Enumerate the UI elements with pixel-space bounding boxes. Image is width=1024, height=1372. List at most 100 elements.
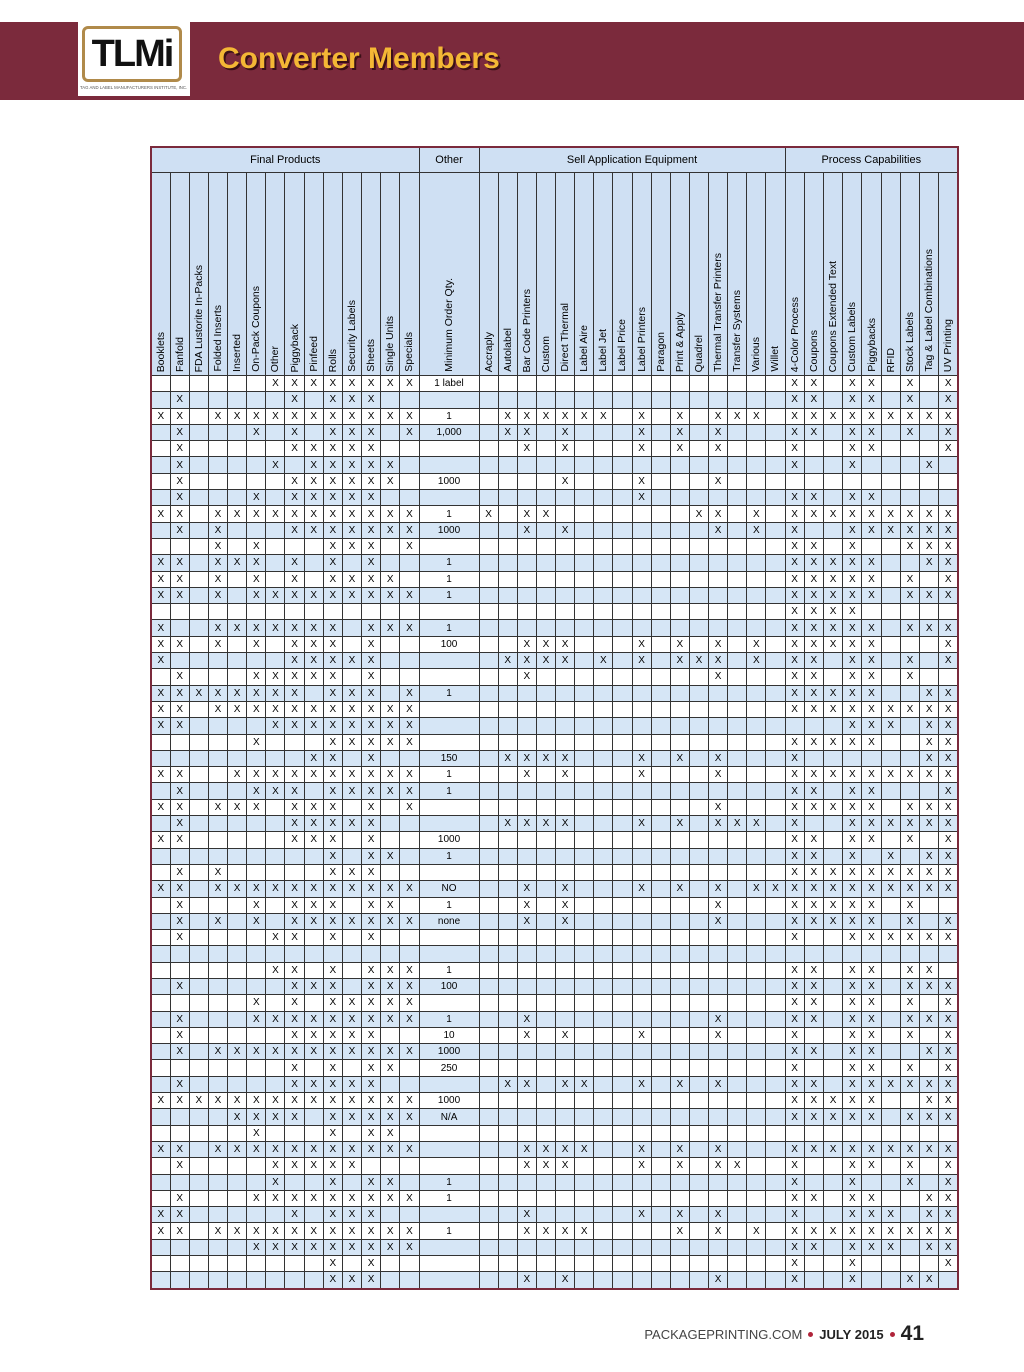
column-label: Label Aire: [578, 325, 591, 372]
empty-cell: [322, 603, 343, 621]
cell: X: [341, 652, 363, 670]
empty-cell: [688, 733, 710, 751]
empty-cell: [227, 733, 248, 751]
empty-cell: [418, 929, 480, 947]
empty-cell: [188, 1157, 209, 1175]
empty-cell: [765, 423, 786, 442]
cell: X: [899, 863, 921, 882]
empty-cell: [708, 717, 729, 735]
cell: X: [169, 700, 190, 719]
cell: X: [341, 1010, 363, 1028]
cell: X: [803, 880, 824, 898]
empty-cell: [535, 717, 557, 735]
empty-cell: [535, 586, 557, 605]
empty-cell: [803, 1157, 824, 1175]
empty-cell: [574, 766, 595, 784]
empty-cell: [669, 668, 690, 686]
cell: X: [399, 505, 420, 523]
empty-cell: [688, 749, 710, 768]
cell: X: [631, 815, 652, 833]
cell: X: [842, 603, 863, 621]
empty-cell: [880, 423, 901, 442]
cell: 1000: [418, 1092, 480, 1110]
empty-cell: [399, 635, 420, 654]
empty-cell: [727, 1222, 748, 1240]
cell: X: [169, 1010, 190, 1028]
empty-cell: [284, 749, 305, 768]
cell: X: [574, 407, 595, 425]
cell: X: [227, 1140, 248, 1159]
empty-cell: [612, 1010, 633, 1028]
empty-cell: [150, 423, 171, 442]
empty-cell: [688, 945, 710, 963]
cell: X: [803, 684, 824, 702]
cell: X: [822, 603, 844, 621]
empty-cell: [650, 1157, 671, 1175]
cell: X: [265, 1140, 286, 1159]
cell: X: [284, 1010, 305, 1028]
cell: X: [322, 912, 343, 931]
empty-cell: [497, 782, 518, 800]
empty-cell: [708, 374, 729, 393]
empty-cell: [919, 1124, 940, 1142]
cell: X: [631, 652, 652, 670]
empty-cell: [497, 733, 518, 751]
cell: X: [842, 423, 863, 442]
empty-cell: [688, 1189, 710, 1208]
cell: X: [919, 1043, 940, 1061]
empty-cell: [497, 880, 518, 898]
empty-cell: [399, 749, 420, 768]
empty-cell: [361, 945, 382, 963]
empty-cell: [478, 863, 499, 882]
cell: X: [822, 635, 844, 654]
cell: X: [842, 717, 863, 735]
empty-cell: [555, 1092, 576, 1110]
empty-cell: [899, 684, 921, 702]
empty-cell: [593, 1189, 614, 1208]
empty-cell: [380, 684, 401, 702]
empty-cell: [478, 619, 499, 637]
cell: X: [919, 586, 940, 605]
empty-cell: [227, 1206, 248, 1224]
cell: X: [361, 896, 382, 914]
empty-cell: [593, 977, 614, 996]
empty-cell: [861, 456, 882, 474]
empty-cell: [688, 1271, 710, 1290]
empty-cell: [227, 1026, 248, 1045]
empty-cell: [399, 489, 420, 507]
column-label: Bar Code Printers: [520, 288, 533, 372]
cell: X: [919, 684, 940, 702]
cell: X: [150, 798, 171, 817]
cell: X: [688, 505, 710, 523]
empty-cell: [650, 880, 671, 898]
empty-cell: [246, 456, 267, 474]
empty-cell: [669, 896, 690, 914]
cell: X: [938, 407, 959, 425]
empty-cell: [497, 1189, 518, 1208]
cell: X: [380, 1140, 401, 1159]
cell: N/A: [418, 1108, 480, 1126]
empty-cell: [919, 570, 940, 588]
empty-cell: [227, 831, 248, 849]
empty-cell: [612, 994, 633, 1012]
empty-cell: [497, 635, 518, 654]
empty-cell: [593, 961, 614, 979]
cell: X: [919, 1010, 940, 1028]
cell: X: [399, 798, 420, 817]
empty-cell: [497, 766, 518, 784]
empty-cell: [341, 896, 363, 914]
empty-cell: [418, 603, 480, 621]
cell: X: [861, 684, 882, 702]
empty-cell: [612, 537, 633, 556]
column-header: Custom: [535, 172, 557, 376]
empty-cell: [341, 554, 363, 572]
table-row: X X X X X X X 1000 X X X: [150, 472, 959, 491]
empty-cell: [341, 1124, 363, 1142]
cell: X: [880, 815, 901, 833]
cell: X: [784, 1189, 805, 1208]
cell: X: [842, 1271, 863, 1290]
cell: X: [284, 896, 305, 914]
cell: X: [361, 1255, 382, 1273]
empty-cell: [765, 407, 786, 425]
empty-cell: [688, 1124, 710, 1142]
